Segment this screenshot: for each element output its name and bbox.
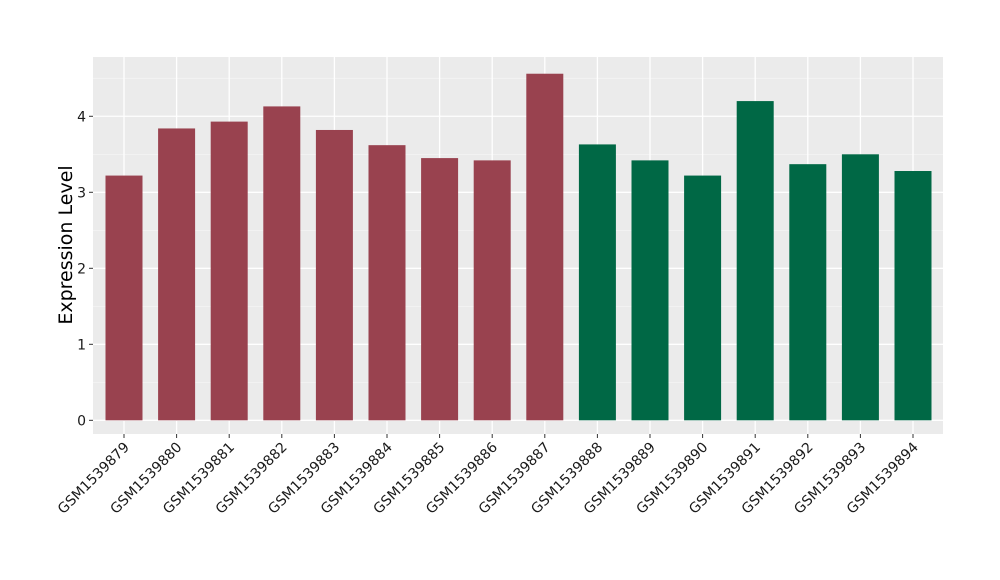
bar-GSM1539888 xyxy=(578,144,616,421)
bar-GSM1539884 xyxy=(368,145,406,421)
bar-GSM1539894 xyxy=(894,171,932,421)
bar-GSM1539887 xyxy=(526,73,564,421)
bar-GSM1539882 xyxy=(263,106,301,421)
y-tick-label: 1 xyxy=(77,337,86,353)
y-tick-label: 0 xyxy=(77,413,86,429)
y-axis-title: Expression Level xyxy=(55,165,77,324)
bar-GSM1539881 xyxy=(210,121,248,421)
bar-GSM1539879 xyxy=(105,175,143,421)
bar-GSM1539893 xyxy=(841,154,879,421)
bar-GSM1539889 xyxy=(631,160,669,421)
bar-GSM1539891 xyxy=(736,101,774,421)
bar-GSM1539883 xyxy=(315,129,353,421)
y-tick-label: 2 xyxy=(77,261,86,277)
y-tick-label: 4 xyxy=(77,109,86,125)
bar-GSM1539892 xyxy=(789,164,827,421)
bar-GSM1539885 xyxy=(421,158,459,421)
bar-GSM1539890 xyxy=(684,175,722,421)
y-tick-label: 3 xyxy=(77,185,86,201)
bars xyxy=(105,73,932,421)
bar-GSM1539880 xyxy=(158,128,196,421)
bar-GSM1539886 xyxy=(473,160,511,421)
